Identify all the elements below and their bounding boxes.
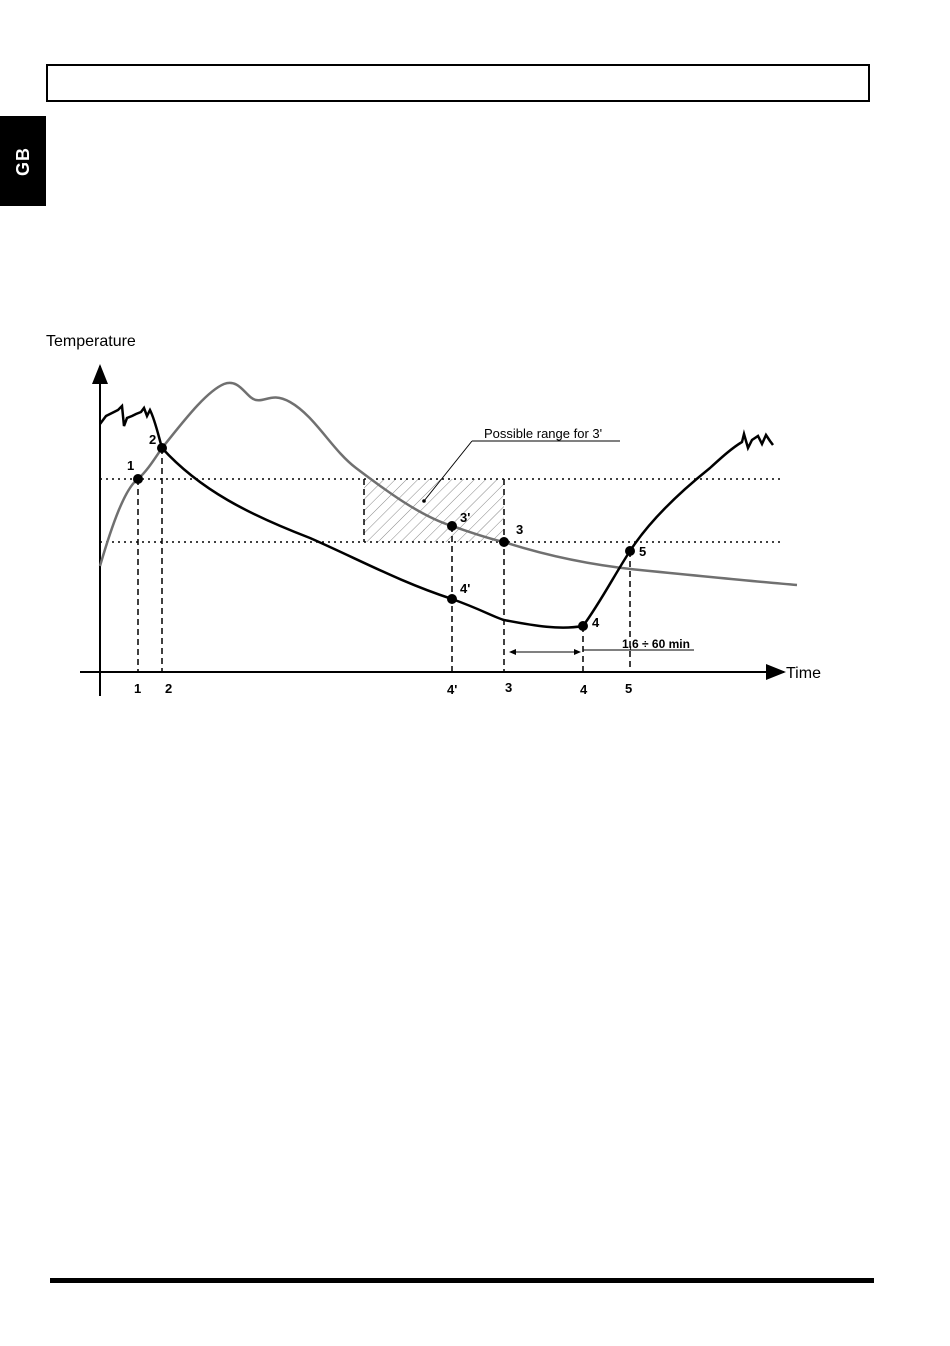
time-tick-1: 1 (134, 681, 141, 696)
language-tab-label: GB (12, 146, 33, 176)
point-label-3p: 3' (460, 510, 470, 525)
point-label-3: 3 (516, 522, 523, 537)
time-tick-4p: 4' (447, 682, 457, 697)
language-tab: GB (0, 116, 46, 206)
point-4p (447, 594, 457, 604)
point-3 (499, 537, 509, 547)
temperature-time-diagram: Temperature Time Possible range for 3' 1… (46, 333, 821, 697)
time-tick-2: 2 (165, 681, 172, 696)
point-label-1: 1 (127, 458, 134, 473)
time-tick-4: 4 (580, 682, 588, 697)
point-4 (578, 621, 588, 631)
note-pointer (423, 440, 473, 502)
point-2 (157, 443, 167, 453)
drop-lines (137, 448, 631, 672)
note-pointer-dot (422, 499, 426, 503)
curve-a (99, 403, 774, 629)
point-3p (447, 521, 457, 531)
time-tick-5: 5 (625, 681, 632, 696)
header-box (46, 64, 870, 102)
footer-rule (50, 1278, 874, 1283)
curve-b (98, 381, 798, 587)
point-label-4p: 4' (460, 581, 470, 596)
point-label-4: 4 (592, 615, 600, 630)
point-label-2: 2 (149, 432, 156, 447)
range-note: Possible range for 3' (484, 426, 602, 441)
y-axis-label: Temperature (46, 333, 136, 350)
time-tick-3: 3 (505, 680, 512, 695)
point-5 (625, 546, 635, 556)
point-label-5: 5 (639, 544, 646, 559)
x-axis-label: Time (786, 665, 821, 682)
curve-points (133, 443, 635, 631)
point-1 (133, 474, 143, 484)
interval-label: 1,6 ÷ 60 min (622, 637, 690, 651)
